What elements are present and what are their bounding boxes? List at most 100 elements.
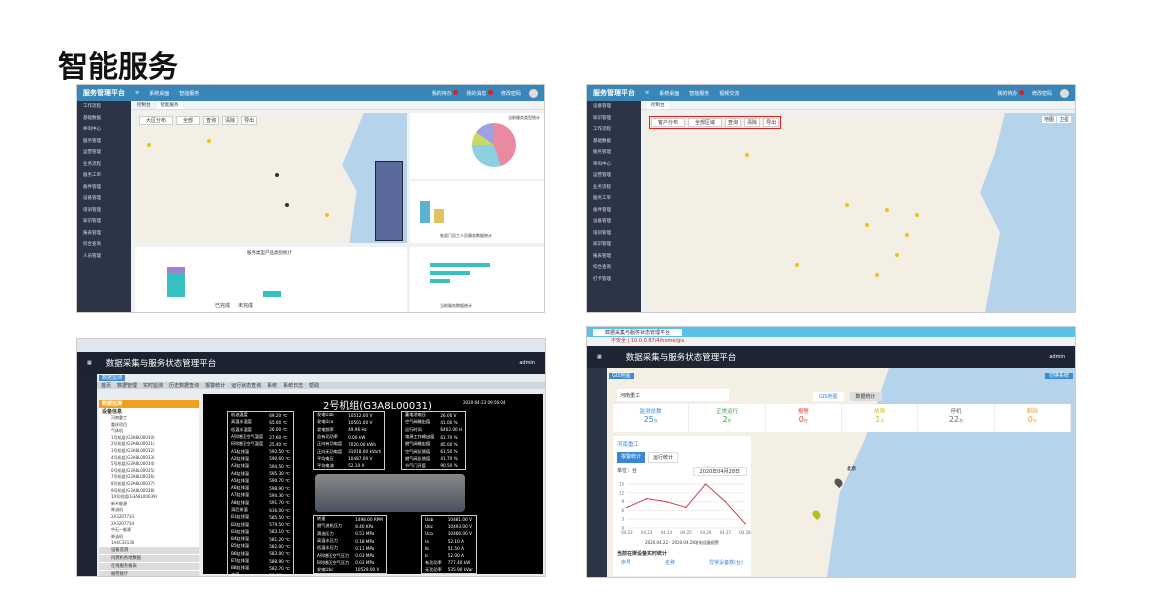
- tree-node[interactable]: 气体机: [111, 428, 123, 434]
- sidebar-item[interactable]: 报表管理: [83, 230, 101, 236]
- map-type-map[interactable]: 地图: [1041, 116, 1056, 123]
- map-marker[interactable]: [915, 213, 919, 217]
- tree-node[interactable]: 2号机组(G3A8L00031): [111, 441, 155, 447]
- map-marker[interactable]: [905, 233, 909, 237]
- view-tab-stats[interactable]: 数据统计: [849, 392, 882, 401]
- tree-node[interactable]: 9号机组(G3A8L00038): [111, 487, 155, 493]
- menu-item[interactable]: 运行状态查询: [231, 383, 262, 389]
- menu-item[interactable]: 历史数据查询: [169, 383, 200, 389]
- accordion-item[interactable]: 在线服务报表: [99, 563, 199, 571]
- menu-icon[interactable]: ≡: [645, 90, 650, 96]
- map-pin-gray[interactable]: [832, 476, 845, 489]
- accordion-item[interactable]: 设备监测: [99, 547, 199, 555]
- tree-node[interactable]: 7号机组(G3A8L00036): [111, 474, 155, 480]
- nav-desktop[interactable]: 系统桌面: [149, 90, 170, 97]
- map-marker[interactable]: [745, 153, 749, 157]
- accordion-item[interactable]: 报警统计: [99, 571, 199, 576]
- map-marker[interactable]: [147, 143, 151, 147]
- todo-link[interactable]: 我的待办: [432, 89, 459, 97]
- sidebar-item[interactable]: 培训管理: [593, 230, 611, 236]
- sidebar-item[interactable]: 服务管理: [83, 138, 101, 144]
- reset-button[interactable]: 清除: [222, 116, 239, 125]
- menu-item[interactable]: 首页: [101, 383, 112, 389]
- tree-node[interactable]: 6号机组(G3A8L00035): [111, 467, 155, 473]
- tree-node[interactable]: 2A3207733: [111, 513, 135, 519]
- tree-node[interactable]: 中石一能源: [111, 527, 131, 533]
- search-input[interactable]: 河南重工: [617, 389, 729, 401]
- service-map[interactable]: 大区分布 全部 查询 清除 导出: [135, 113, 407, 243]
- sidebar-item[interactable]: 人员管理: [83, 253, 101, 259]
- menu-item[interactable]: 帮助: [309, 383, 320, 389]
- map-marker[interactable]: [865, 223, 869, 227]
- user-menu[interactable]: admin: [519, 360, 535, 366]
- tab-run-stats[interactable]: 运行统计: [648, 452, 679, 463]
- map-marker[interactable]: [885, 208, 889, 212]
- sidebar-item[interactable]: 综合查询: [593, 265, 611, 270]
- sidebar-item[interactable]: 打卡管理: [593, 276, 611, 282]
- alarm-data-point[interactable]: [744, 522, 746, 525]
- password-link[interactable]: 修改密码: [1031, 90, 1052, 97]
- tab-monitor[interactable]: 数据监测: [99, 375, 126, 381]
- map-type-satellite[interactable]: 卫星: [1056, 116, 1071, 123]
- alarm-data-point[interactable]: [685, 506, 687, 509]
- address-bar[interactable]: 不安全 | 10.0.0.87/4/home/gis: [587, 337, 1075, 346]
- map-marker[interactable]: [875, 273, 879, 277]
- map-marker[interactable]: [795, 263, 799, 267]
- sidebar-item[interactable]: 报表管理: [593, 253, 611, 259]
- sidebar-item[interactable]: 服务工单: [83, 173, 101, 178]
- alarm-data-point[interactable]: [704, 483, 707, 485]
- sidebar-item[interactable]: 工作流程: [83, 104, 101, 109]
- stat-card[interactable]: 正常运行 2台: [689, 404, 766, 432]
- map-marker[interactable]: [895, 253, 899, 257]
- tab-console[interactable]: 控制台: [647, 101, 669, 109]
- switch-system-button[interactable]: 切换系统: [1044, 373, 1073, 379]
- sidebar-item[interactable]: 工作流程: [593, 127, 611, 132]
- tree-node[interactable]: 4号机组(G3A8L00033): [111, 454, 155, 460]
- stat-card[interactable]: 报警 0台: [766, 404, 842, 432]
- menu-icon[interactable]: ≡: [135, 90, 140, 96]
- sidebar-item[interactable]: 知识管理: [83, 219, 101, 224]
- tab-gis[interactable]: GIS地图: [609, 373, 634, 379]
- map-marker[interactable]: [325, 213, 329, 217]
- nav-smart-service[interactable]: 智能服务: [179, 90, 200, 97]
- tree-node[interactable]: 2A3207734: [111, 520, 135, 526]
- map-marker[interactable]: [845, 203, 849, 207]
- sidebar-item[interactable]: 基础数据: [83, 115, 101, 121]
- menu-item[interactable]: 报警统计: [205, 383, 226, 389]
- reset-button[interactable]: 清除: [744, 118, 761, 127]
- password-link[interactable]: 修改密码: [500, 90, 521, 97]
- sidebar-item[interactable]: 呼叫中心: [83, 127, 101, 132]
- todo-link[interactable]: 我的待办: [997, 89, 1024, 97]
- tab-smart-service[interactable]: 智能服务: [156, 101, 183, 109]
- alarm-data-point[interactable]: [626, 506, 628, 509]
- sidebar-item[interactable]: 服务管理: [593, 150, 611, 155]
- alarm-data-point[interactable]: [645, 497, 648, 500]
- sidebar-item[interactable]: 备件管理: [593, 207, 611, 213]
- map-marker[interactable]: [275, 173, 279, 177]
- export-button[interactable]: 导出: [241, 116, 258, 125]
- sidebar-item[interactable]: 知识管理: [593, 115, 611, 121]
- avatar[interactable]: [1060, 88, 1069, 98]
- grid-icon[interactable]: ▦: [597, 354, 602, 360]
- alarm-data-point[interactable]: [724, 500, 727, 503]
- tab-console[interactable]: 控制台: [137, 103, 151, 108]
- accordion-item[interactable]: 内燃机各地数据: [99, 555, 199, 563]
- tree-node[interactable]: 柴油机: [111, 507, 123, 513]
- nav-desktop[interactable]: 系统桌面: [659, 90, 680, 97]
- query-button[interactable]: 查询: [203, 116, 220, 125]
- tree-node[interactable]: 1号机组(G3A8L00030): [111, 434, 155, 440]
- region-select[interactable]: 大区分布: [139, 116, 174, 125]
- sidebar-item[interactable]: 备件管理: [83, 184, 101, 190]
- tree-node[interactable]: 3号机组(G3A8L00032): [111, 447, 155, 453]
- sidebar-item[interactable]: 业务流程: [593, 184, 611, 190]
- customer-map[interactable]: 客户分布 全部区域 查询 清除 导出 地图 卫星: [645, 113, 1075, 312]
- menu-item[interactable]: 系统: [267, 383, 278, 389]
- sidebar-item[interactable]: 设备管理: [83, 196, 101, 201]
- tree-node[interactable]: 河南重工: [111, 415, 127, 420]
- tree-node[interactable]: 5号机组(G3A8L00034): [111, 461, 155, 467]
- sidebar-item[interactable]: 基础数据: [593, 138, 611, 144]
- tree-node[interactable]: 10号机组(G3A8L00039): [111, 494, 158, 500]
- export-button[interactable]: 导出: [763, 118, 780, 127]
- view-tab-gis[interactable]: GIS地图: [813, 392, 844, 401]
- region-select[interactable]: 客户分布: [651, 118, 686, 127]
